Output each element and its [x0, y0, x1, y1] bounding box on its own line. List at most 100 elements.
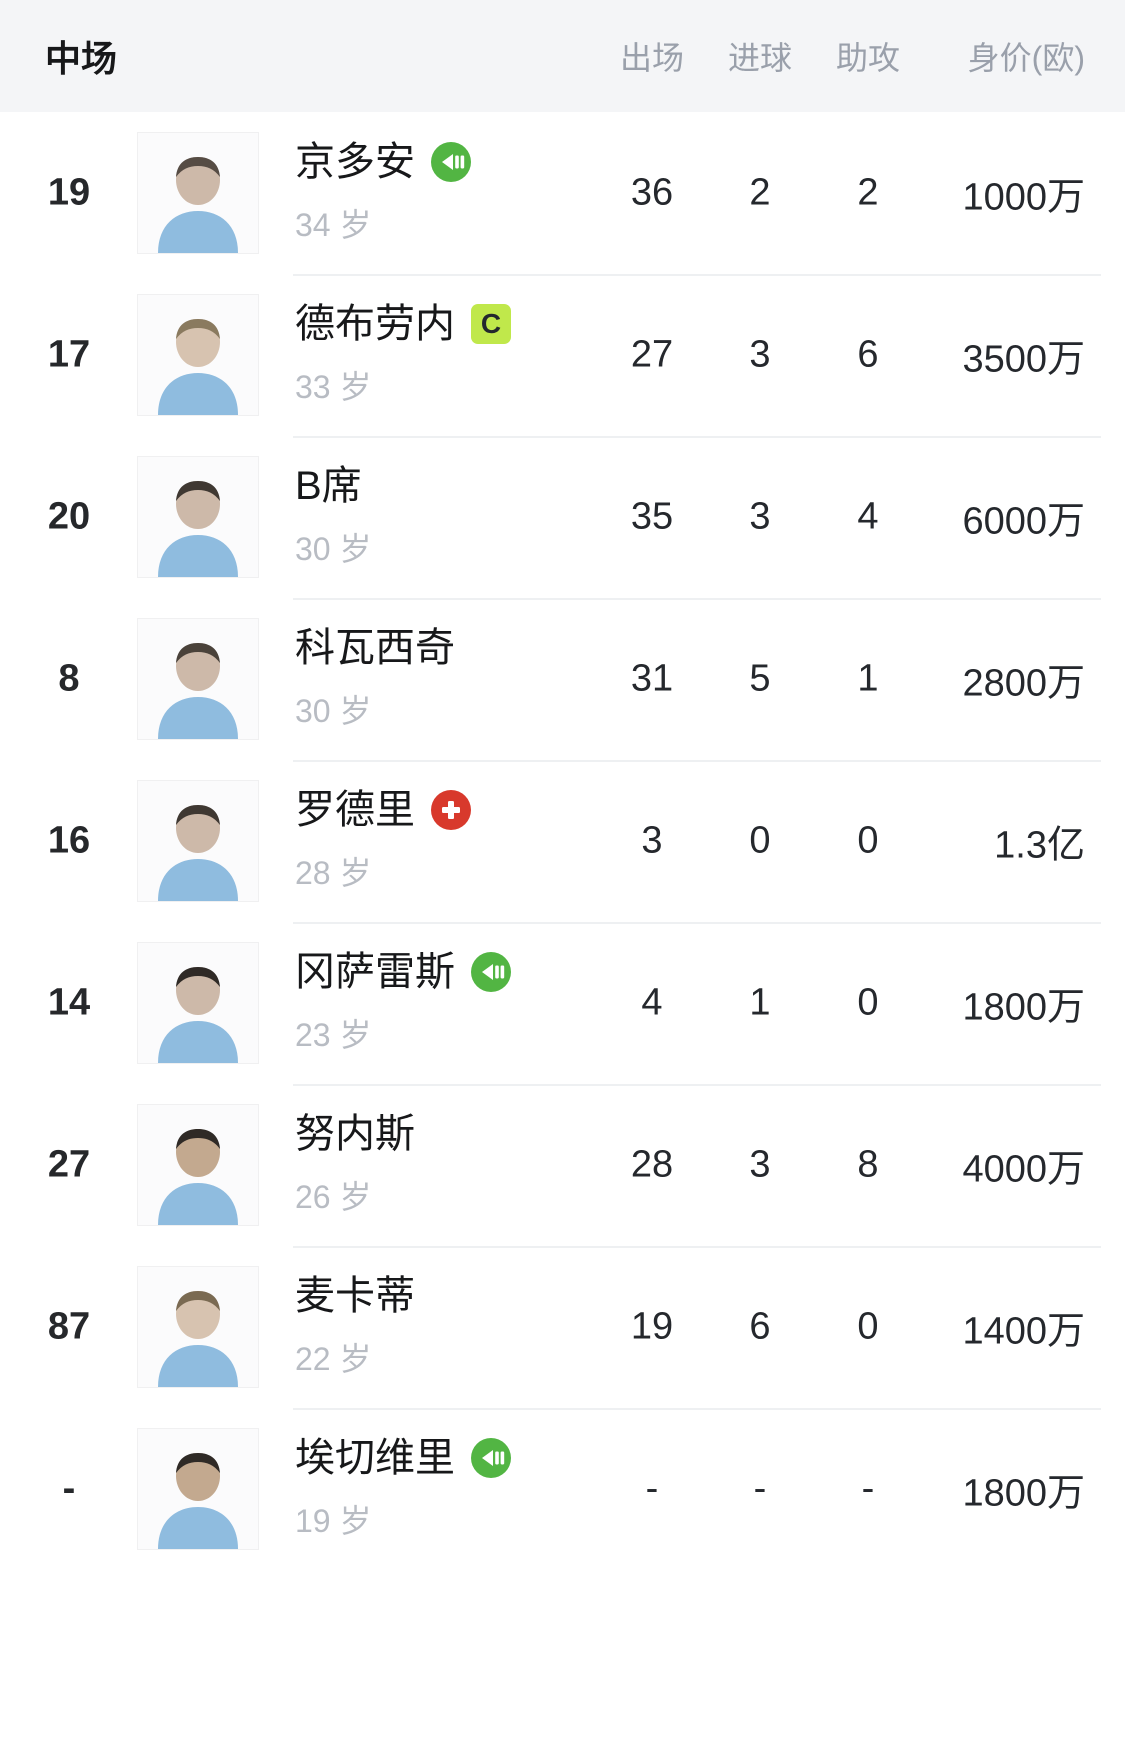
player-age: 30 岁: [295, 693, 372, 729]
stat-goals: 3: [749, 495, 771, 538]
player-age: 19 岁: [295, 1503, 372, 1539]
player-row[interactable]: 19 京多安 34 岁 36 2 2 1000万: [0, 112, 1125, 274]
stat-goals: -: [753, 1467, 767, 1510]
market-value: 1800万: [962, 986, 1085, 1029]
col-header-assists: 助攻: [835, 40, 900, 76]
player-info: 罗德里 28 岁: [295, 788, 471, 894]
stat-appearances: 4: [641, 981, 663, 1024]
player-photo: [137, 294, 259, 416]
stat-assists: 1: [857, 657, 879, 700]
market-value: 1.3亿: [994, 824, 1085, 867]
player-photo: [137, 942, 259, 1064]
player-info: 科瓦西奇 30 岁: [295, 626, 455, 732]
player-age: 30 岁: [295, 531, 372, 567]
jersey-number: 14: [47, 981, 91, 1024]
stat-goals: 6: [749, 1305, 771, 1348]
player-info: 冈萨雷斯 23 岁: [295, 950, 511, 1056]
player-name: 罗德里: [295, 788, 415, 832]
col-header-goals: 进球: [727, 40, 792, 76]
player-photo: [137, 1428, 259, 1550]
stat-assists: 0: [857, 819, 879, 862]
jersey-number: 8: [58, 657, 80, 700]
player-info: 德布劳内 C 33 岁: [295, 302, 511, 408]
market-value: 2800万: [962, 662, 1085, 705]
jersey-number: 87: [47, 1305, 91, 1348]
transfer-in-icon: [471, 1438, 511, 1478]
player-photo: [137, 618, 259, 740]
player-row[interactable]: 27 努内斯 26 岁 28 3 8 4000万: [0, 1084, 1125, 1246]
player-row[interactable]: 20 B席 30 岁 35 3 4 6000万: [0, 436, 1125, 598]
market-value: 3500万: [962, 338, 1085, 381]
player-name: B席: [295, 464, 362, 508]
player-row[interactable]: 17 德布劳内 C 33 岁 27 3 6 3500万: [0, 274, 1125, 436]
player-row[interactable]: 8 科瓦西奇 30 岁 31 5 1 2800万: [0, 598, 1125, 760]
transfer-in-icon: [431, 142, 471, 182]
player-photo: [137, 132, 259, 254]
stat-assists: 2: [857, 171, 879, 214]
player-age: 22 岁: [295, 1341, 372, 1377]
player-name: 德布劳内: [295, 302, 455, 346]
stat-assists: 0: [857, 1305, 879, 1348]
stat-goals: 0: [749, 819, 771, 862]
jersey-number: 19: [47, 171, 91, 214]
market-value: 4000万: [962, 1148, 1085, 1191]
player-photo: [137, 1104, 259, 1226]
player-name: 努内斯: [295, 1112, 415, 1156]
stat-appearances: 35: [630, 495, 674, 538]
player-photo: [137, 456, 259, 578]
player-name: 科瓦西奇: [295, 626, 455, 670]
player-info: B席 30 岁: [295, 464, 372, 570]
stat-appearances: 28: [630, 1143, 674, 1186]
injury-icon: [431, 790, 471, 830]
stat-assists: 6: [857, 333, 879, 376]
player-row[interactable]: 16 罗德里 28 岁 3 0 0 1.3亿: [0, 760, 1125, 922]
stat-appearances: -: [645, 1467, 659, 1510]
stat-assists: 4: [857, 495, 879, 538]
stat-appearances: 3: [641, 819, 663, 862]
stat-goals: 3: [749, 1143, 771, 1186]
jersey-number: 16: [47, 819, 91, 862]
market-value: 6000万: [962, 500, 1085, 543]
jersey-number: 27: [47, 1143, 91, 1186]
stat-appearances: 27: [630, 333, 674, 376]
player-row[interactable]: 87 麦卡蒂 22 岁 19 6 0 1400万: [0, 1246, 1125, 1408]
captain-badge: C: [471, 304, 511, 344]
stat-appearances: 36: [630, 171, 674, 214]
player-info: 京多安 34 岁: [295, 140, 471, 246]
player-row[interactable]: 14 冈萨雷斯 23 岁 4 1 0 1800万: [0, 922, 1125, 1084]
player-name: 埃切维里: [295, 1436, 455, 1480]
col-header-appearances: 出场: [619, 40, 684, 76]
transfer-in-icon: [471, 952, 511, 992]
player-age: 26 岁: [295, 1179, 372, 1215]
captain-letter: C: [480, 308, 502, 339]
stat-appearances: 19: [630, 1305, 674, 1348]
player-age: 23 岁: [295, 1017, 372, 1053]
jersey-number: 20: [47, 495, 91, 538]
section-title: 中场: [45, 38, 118, 79]
jersey-number: 17: [47, 333, 91, 376]
stat-appearances: 31: [630, 657, 674, 700]
player-photo: [137, 1266, 259, 1388]
section-header: 中场 出场 进球 助攻 身价(欧): [0, 0, 1125, 112]
stat-goals: 1: [749, 981, 771, 1024]
market-value: 1000万: [962, 176, 1085, 219]
player-name: 京多安: [295, 140, 415, 184]
stat-goals: 3: [749, 333, 771, 376]
player-photo: [137, 780, 259, 902]
jersey-number: -: [62, 1467, 76, 1510]
player-name: 麦卡蒂: [295, 1274, 415, 1318]
player-row[interactable]: - 埃切维里 19 岁 - - - 1800万: [0, 1408, 1125, 1570]
player-info: 麦卡蒂 22 岁: [295, 1274, 415, 1380]
player-age: 28 岁: [295, 855, 372, 891]
market-value: 1400万: [962, 1310, 1085, 1353]
midfielders-list: 19 京多安 34 岁 36 2 2 1000万 17 德布劳内 C: [0, 112, 1125, 1570]
stat-goals: 5: [749, 657, 771, 700]
market-value: 1800万: [962, 1472, 1085, 1515]
player-age: 34 岁: [295, 207, 372, 243]
player-info: 埃切维里 19 岁: [295, 1436, 511, 1542]
stat-assists: 0: [857, 981, 879, 1024]
stat-goals: 2: [749, 171, 771, 214]
player-info: 努内斯 26 岁: [295, 1112, 415, 1218]
stat-assists: -: [861, 1467, 875, 1510]
col-header-value: 身价(欧): [967, 40, 1085, 76]
